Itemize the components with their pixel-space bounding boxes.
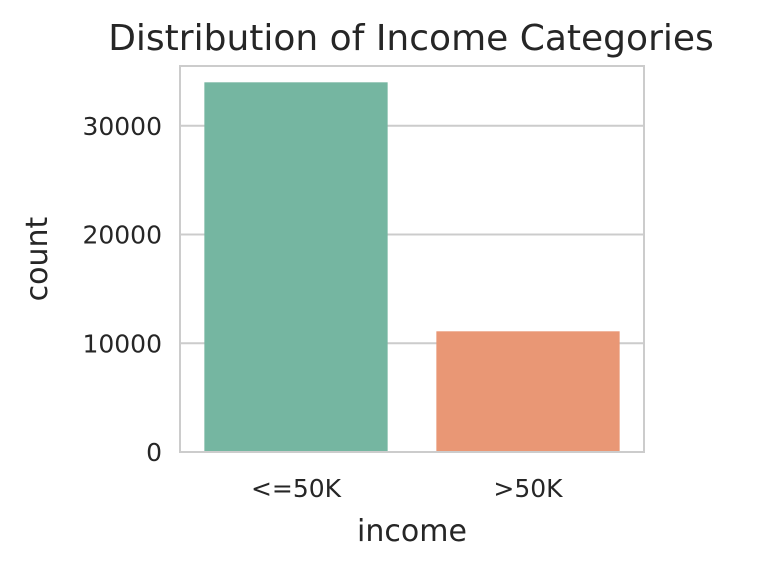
- bars: [204, 82, 620, 452]
- y-tick-label: 10000: [82, 329, 162, 358]
- x-axis-label: income: [357, 514, 467, 549]
- y-axis-label: count: [20, 216, 55, 301]
- plot-frame: [179, 65, 645, 453]
- x-tick-labels: <=50K >50K: [251, 474, 563, 503]
- y-tick-label: 20000: [82, 221, 162, 250]
- bar-1: [204, 82, 388, 452]
- y-tick-labels: 0 10000 20000 30000: [82, 112, 162, 467]
- bar-2: [436, 331, 620, 452]
- y-tick-label: 0: [146, 438, 162, 467]
- chart-title: Distribution of Income Categories: [108, 18, 714, 59]
- x-tick-label: >50K: [493, 474, 563, 503]
- y-tick-label: 30000: [82, 112, 162, 141]
- x-tick-label: <=50K: [251, 474, 342, 503]
